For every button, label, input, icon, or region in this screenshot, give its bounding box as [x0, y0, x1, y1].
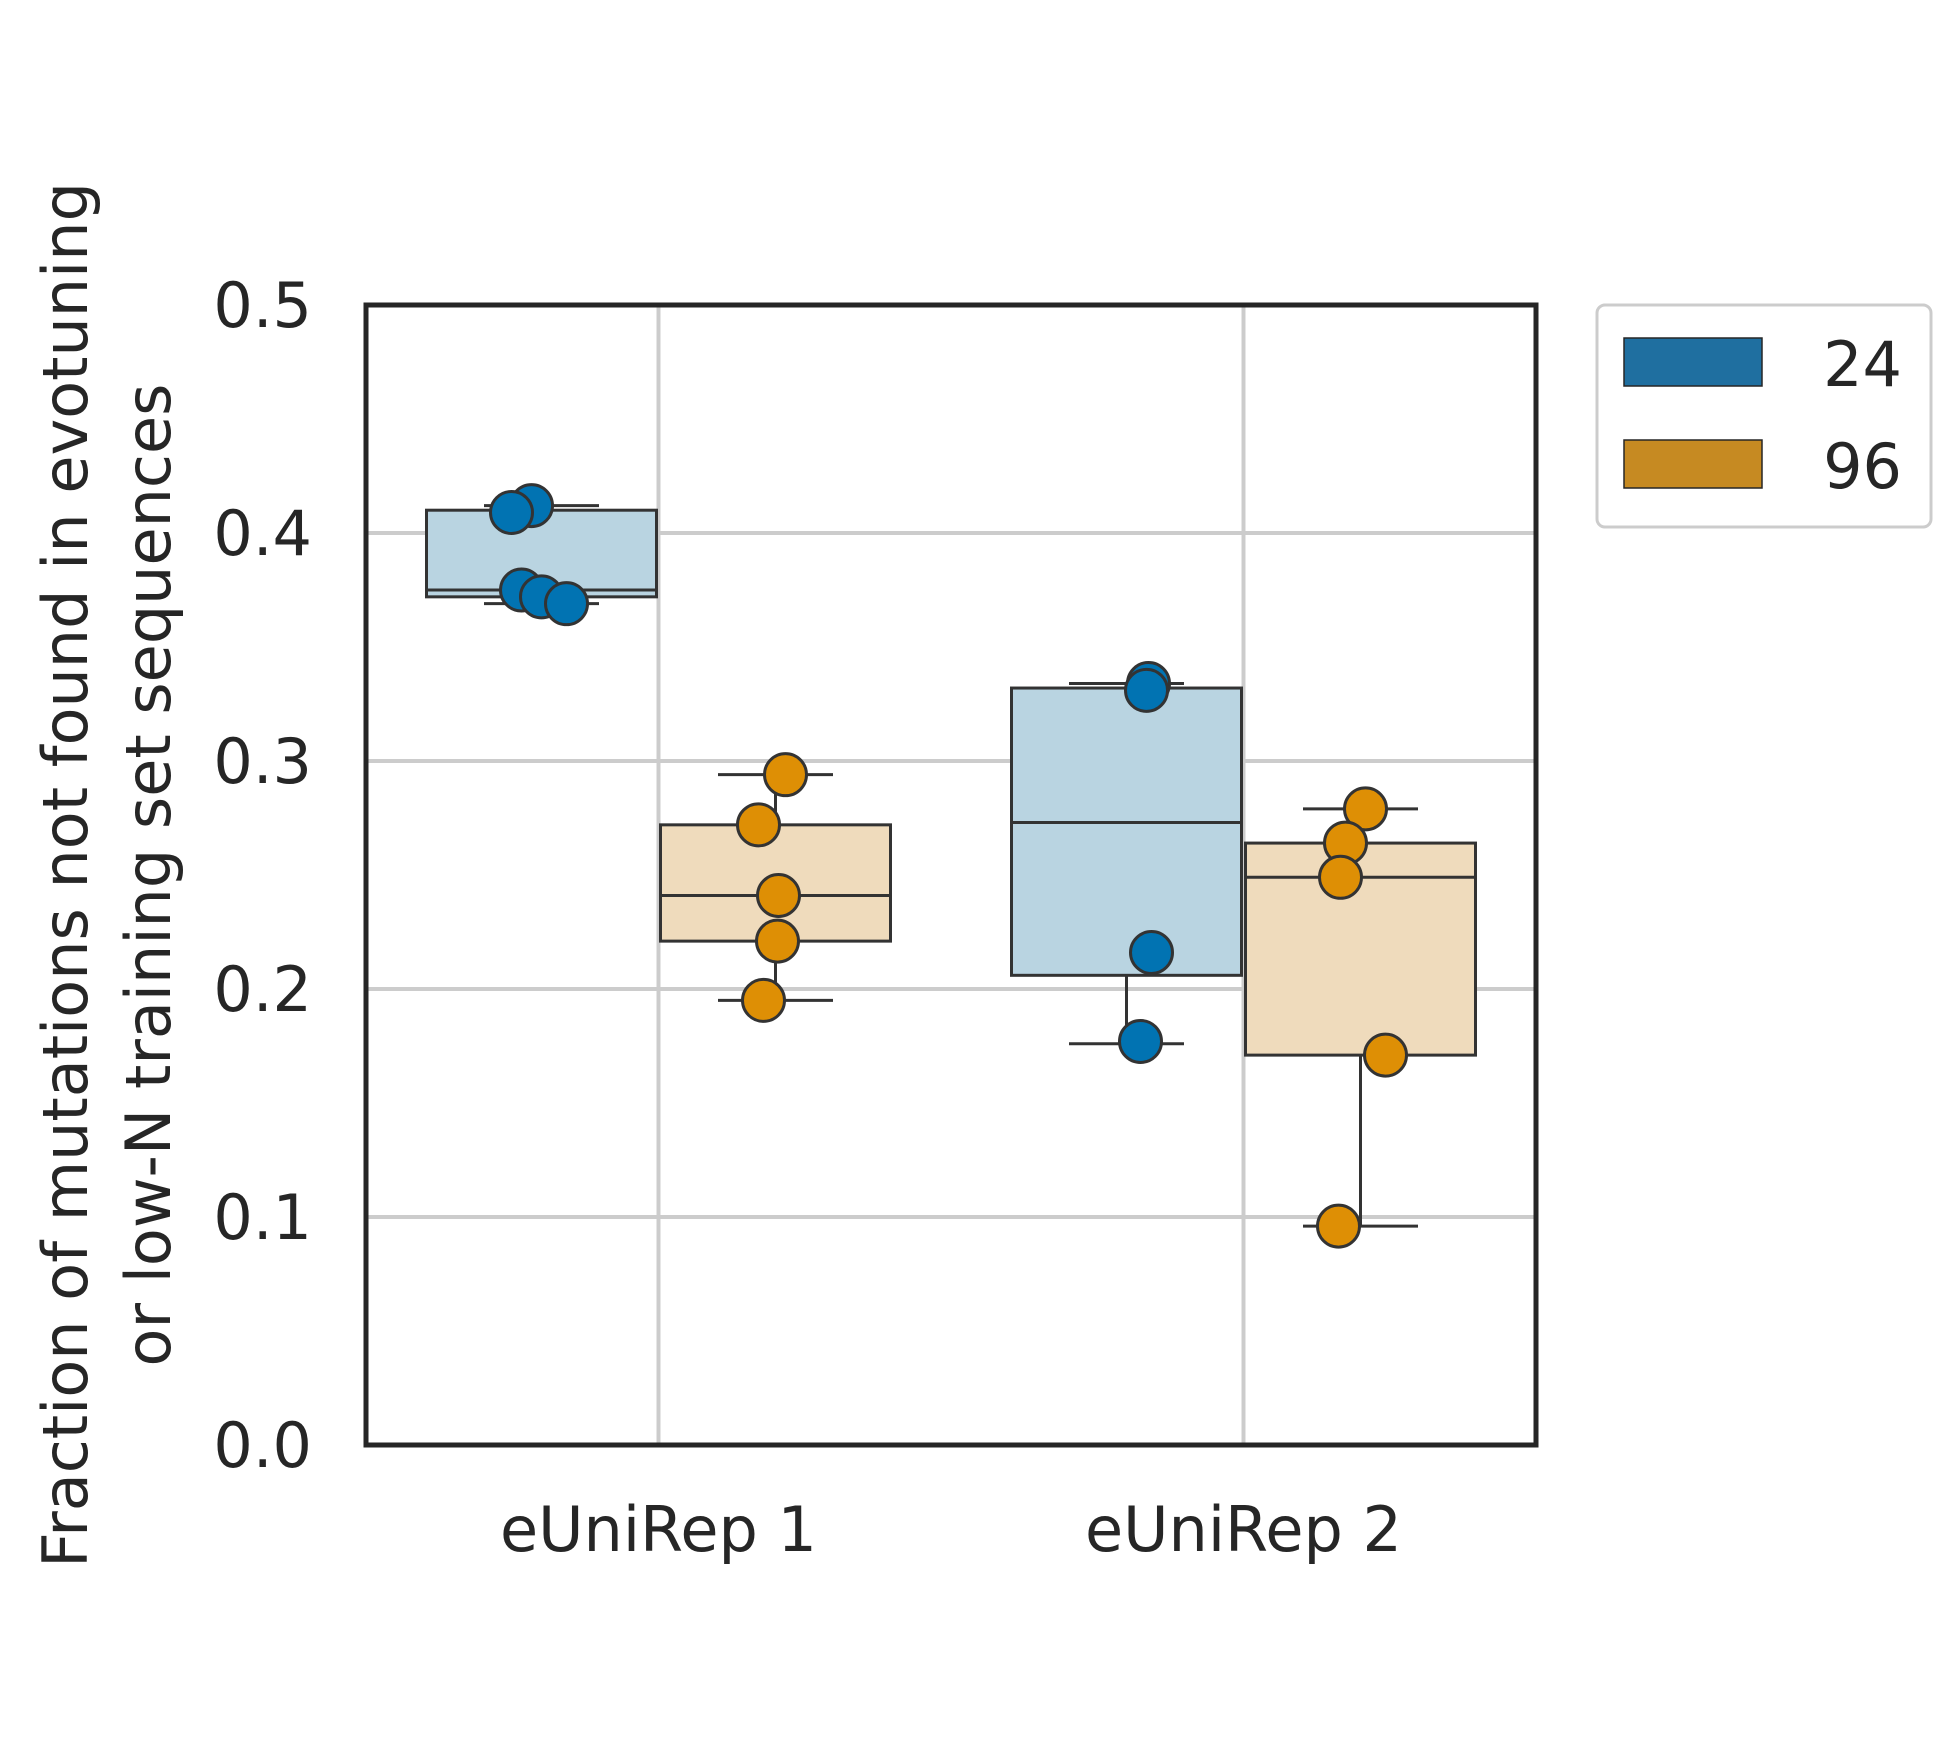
data-point-96 [741, 977, 786, 1023]
box-24-eUniRep-2 [1010, 686, 1243, 977]
y-axis-ticks: 0.0 0.1 0.2 0.3 0.4 0.5 [213, 269, 312, 1482]
legend: 24 96 [1595, 303, 1933, 529]
data-point-24 [489, 489, 534, 535]
x-tick-label: eUniRep 1 [500, 1493, 817, 1566]
y-axis-label-line-1: Fraction of mutations not found in evotu… [29, 182, 102, 1568]
data-points [489, 483, 1408, 1249]
data-point-96 [1363, 1032, 1408, 1078]
legend-label-24: 24 [1823, 328, 1902, 401]
y-tick-label: 0.1 [213, 1181, 312, 1254]
y-axis-label: Fraction of mutations not found in evotu… [29, 182, 185, 1568]
data-point-96 [736, 802, 781, 848]
x-tick-label: eUniRep 2 [1085, 1493, 1402, 1566]
y-tick-label: 0.3 [213, 725, 312, 798]
data-point-96 [756, 873, 801, 919]
legend-swatch-24 [1623, 337, 1763, 387]
legend-label-96: 96 [1823, 430, 1902, 503]
data-point-96 [755, 918, 800, 964]
y-tick-label: 0.0 [213, 1409, 312, 1482]
y-tick-label: 0.4 [213, 497, 312, 570]
legend-swatch-96 [1623, 439, 1763, 489]
data-point-96 [1343, 786, 1388, 832]
y-tick-label: 0.5 [213, 269, 312, 342]
y-tick-label: 0.2 [213, 953, 312, 1026]
data-point-24 [1129, 930, 1174, 976]
data-point-24 [1118, 1018, 1163, 1064]
data-point-24 [544, 581, 589, 627]
data-point-96 [1316, 1203, 1361, 1249]
data-point-96 [763, 752, 808, 798]
plot-frame [363, 302, 1539, 1448]
data-point-24 [1124, 667, 1169, 713]
x-axis-ticks: eUniRep 1 eUniRep 2 [500, 1493, 1402, 1566]
y-axis-label-line-2: or low-N training set sequences [112, 384, 185, 1367]
data-point-96 [1318, 854, 1363, 900]
